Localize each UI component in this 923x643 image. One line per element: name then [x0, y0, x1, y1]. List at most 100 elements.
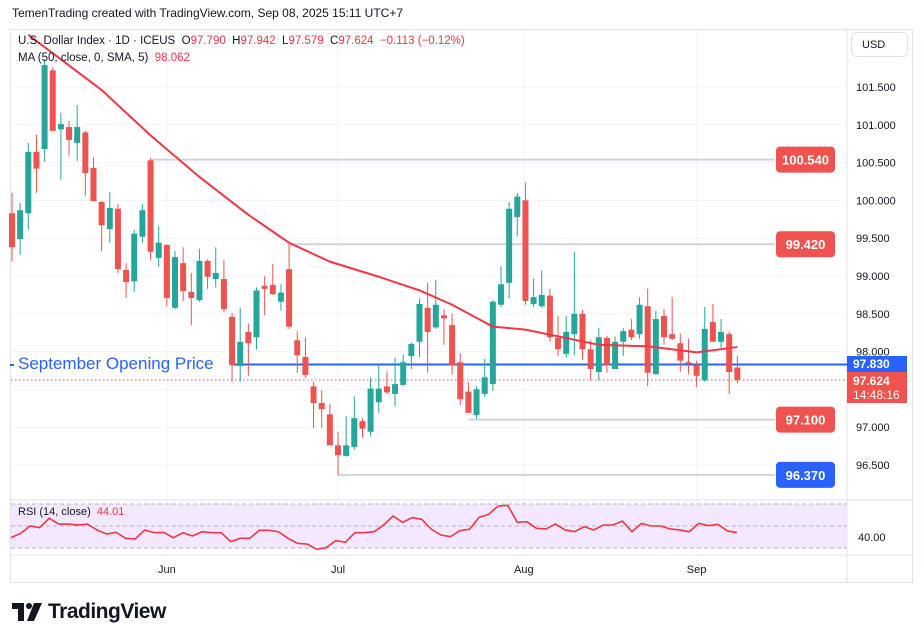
candle-body	[538, 294, 545, 307]
close-label: C	[330, 35, 339, 47]
candle-body	[237, 341, 244, 366]
candle-body	[212, 272, 219, 280]
candle-body	[253, 290, 260, 338]
candle-body	[489, 301, 496, 385]
candle-body	[522, 200, 529, 301]
candle-body	[41, 65, 48, 149]
ma-value: 98.062	[154, 52, 190, 64]
rsi-value: 44.01	[96, 506, 125, 518]
candle-body	[286, 269, 293, 327]
ma-label: MA (50, close, 0, SMA, 5)	[18, 52, 149, 64]
level-badge	[776, 461, 835, 488]
candle-body	[440, 315, 447, 319]
candle-body	[726, 334, 733, 373]
candle-body	[506, 208, 513, 283]
candle-body	[546, 295, 553, 338]
high-label: H	[232, 35, 241, 47]
candle-body	[9, 213, 15, 248]
rsi-pane: 40.00	[10, 503, 886, 551]
tradingview-logo[interactable]: TradingView	[12, 600, 166, 624]
ma-legend[interactable]: MA (50, close, 0, SMA, 5) 98.062	[18, 52, 190, 64]
candle-body	[620, 331, 627, 342]
price-axis-label: 96.500	[856, 460, 890, 472]
candle-body	[25, 152, 32, 214]
candle-body	[603, 337, 610, 366]
candle-body	[563, 331, 570, 354]
candle-body	[318, 403, 325, 410]
grid	[11, 30, 912, 583]
candle-body	[335, 445, 341, 456]
candle-body	[294, 340, 301, 356]
candle-body	[636, 304, 643, 335]
last-price-badge	[847, 372, 907, 403]
candle-body	[49, 70, 56, 131]
candle-body	[106, 207, 113, 230]
candle-body	[571, 313, 578, 335]
rsi-axis-label: 40.00	[858, 532, 886, 544]
candle-body	[172, 257, 178, 308]
chart-frame	[10, 29, 913, 583]
candle-body	[269, 285, 276, 295]
ma-line	[27, 34, 738, 354]
rsi-label: RSI (14, close)	[18, 506, 91, 518]
candle-body	[74, 127, 81, 143]
candle-body	[98, 201, 105, 226]
candle-body	[677, 343, 684, 361]
symbol-name[interactable]: U.S. Dollar Index · 1D · ICEUS	[18, 35, 176, 47]
candle-body	[245, 331, 252, 344]
close-value: 97.624	[338, 35, 374, 47]
candle-body	[555, 337, 562, 350]
logo-text: TradingView	[48, 600, 166, 623]
price-axis-label: 99.500	[856, 233, 890, 245]
sep-open-price-value: 97.830	[853, 357, 890, 371]
time-axis-label: Jun	[158, 564, 176, 576]
candle-body	[718, 331, 725, 342]
price-axis-label: 100.000	[856, 195, 896, 207]
candle-body	[424, 307, 431, 332]
open-label: O	[181, 35, 191, 47]
candle-body	[400, 362, 407, 385]
rsi-legend[interactable]: RSI (14, close) 44.01	[18, 506, 124, 518]
candle-body	[685, 362, 692, 364]
candle-body	[612, 341, 619, 369]
candle-body	[669, 334, 676, 339]
price-badges: 100.540 99.420 97.100 96.370 97.830 97.62414:…	[776, 146, 907, 488]
low-value: 97.579	[288, 35, 324, 47]
candle-body	[383, 386, 390, 393]
candle-body	[261, 285, 268, 289]
candle-body	[644, 306, 651, 373]
candle-body	[114, 208, 121, 270]
currency-button[interactable]: USD	[851, 32, 908, 57]
candle-body	[123, 269, 130, 283]
candle-body	[180, 263, 187, 292]
high-value: 97.942	[240, 35, 276, 47]
bar-countdown: 14:48:16	[853, 388, 900, 402]
candle-body	[579, 313, 586, 350]
level-badge-label: 97.100	[786, 413, 826, 428]
candle-body	[147, 160, 154, 252]
rsi-line	[10, 504, 738, 551]
price-axis-label: 99.000	[856, 271, 890, 283]
candle-body	[392, 384, 399, 394]
candle-body	[530, 297, 537, 304]
change-value: −0.113 (−0.12%)	[379, 35, 465, 47]
candle-body	[449, 325, 456, 366]
price-axis-label: 97.000	[856, 422, 890, 434]
candle-body	[66, 127, 73, 140]
candle-body	[432, 304, 439, 328]
candle-body	[57, 124, 64, 130]
price-axis-label: 98.000	[856, 347, 890, 359]
candle-body	[498, 284, 504, 305]
level-badge-label: 100.540	[782, 153, 829, 168]
tradingview-logo-icon	[12, 603, 42, 621]
chart-credit: TemenTrading created with TradingView.co…	[12, 6, 404, 20]
candle-body	[473, 389, 480, 416]
candle-body	[628, 329, 635, 338]
september-opening-price-label: September Opening Price	[18, 354, 214, 373]
candle-body	[481, 377, 488, 394]
last-price-value: 97.624	[853, 374, 890, 388]
candle-body	[229, 316, 236, 366]
price-axis-label: 101.000	[856, 120, 896, 132]
candle-body	[310, 386, 317, 404]
